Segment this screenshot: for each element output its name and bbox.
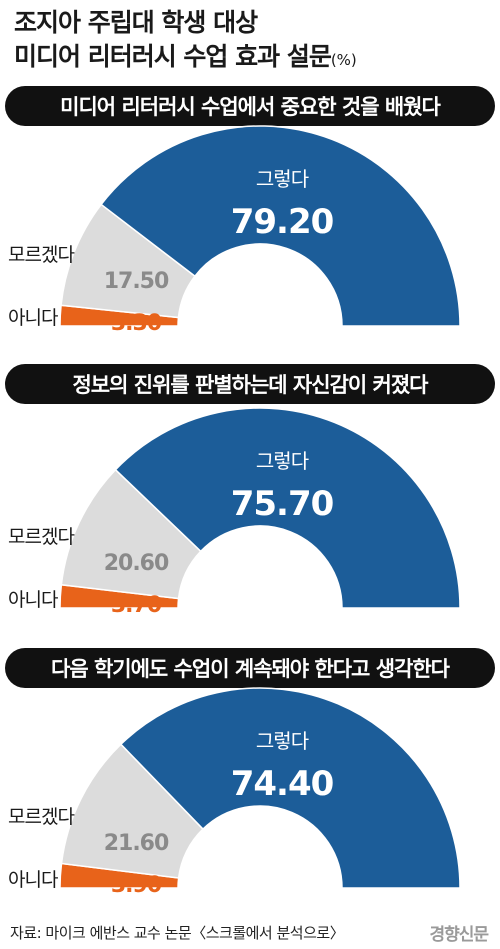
label-unsure-value-2: 20.60 (104, 551, 169, 576)
question-banner-2: 정보의 진위를 판별하는데 자신감이 커졌다 (5, 364, 495, 404)
label-yes-value-1: 79.20 (231, 202, 334, 242)
gauge-panel-1: 미디어 리터러시 수업에서 중요한 것을 배웠다 그렇다 79.20 17.50 3.… (0, 86, 500, 354)
label-no-value-3: 3.90 (111, 873, 162, 898)
label-no-value-1: 3.30 (111, 311, 162, 336)
slice-yes-1 (100, 125, 461, 327)
side-label-no-1: 아니다 (8, 307, 58, 329)
gauge-panel-2: 정보의 진위를 판별하는데 자신감이 커졌다 그렇다 75.70 20.60 3.70… (0, 364, 500, 640)
side-label-no-3: 아니다 (8, 869, 58, 891)
label-yes-category-1: 그렇다 (256, 167, 309, 191)
question-banner-3: 다음 학기에도 수업이 계속돼야 한다고 생각한다 (5, 648, 495, 688)
chart-title: 조지아 주립대 학생 대상 미디어 리터러시 수업 효과 설문(%) (14, 6, 357, 77)
label-yes-value-3: 74.40 (231, 764, 334, 804)
side-label-unsure-3: 모르겠다 (8, 806, 74, 828)
side-label-unsure-2: 모르겠다 (8, 526, 74, 548)
title-line-2-text: 미디어 리터러시 수업 효과 설문 (14, 42, 332, 71)
slice-yes-3 (119, 687, 461, 889)
title-unit: (%) (330, 51, 357, 69)
side-label-unsure-1: 모르겠다 (8, 244, 74, 266)
label-yes-value-2: 75.70 (231, 484, 334, 524)
source-note: 자료: 마이크 에반스 교수 논문〈스크롤에서 분석으로〉 (10, 924, 345, 942)
side-label-no-2: 아니다 (8, 589, 58, 611)
title-line-2: 미디어 리터러시 수업 효과 설문(%) (14, 40, 357, 77)
publisher-logo: 경향신문 (429, 925, 489, 945)
label-unsure-value-1: 17.50 (104, 269, 169, 294)
question-banner-1: 미디어 리터러시 수업에서 중요한 것을 배웠다 (5, 86, 495, 126)
label-no-value-2: 3.70 (111, 593, 162, 618)
label-yes-category-2: 그렇다 (256, 449, 309, 473)
label-yes-category-3: 그렇다 (256, 729, 309, 753)
label-unsure-value-3: 21.60 (104, 831, 169, 856)
gauge-panel-3: 다음 학기에도 수업이 계속돼야 한다고 생각한다 그렇다 74.40 21.60 3… (0, 648, 500, 918)
title-line-1: 조지아 주립대 학생 대상 (14, 8, 258, 37)
slice-yes-2 (114, 407, 461, 609)
